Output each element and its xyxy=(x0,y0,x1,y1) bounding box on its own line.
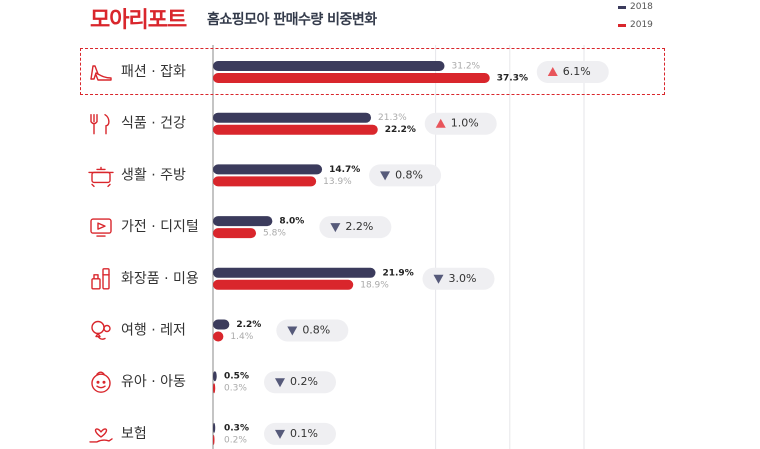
change-value: 3.0% xyxy=(448,272,476,285)
change-value: 0.2% xyxy=(290,375,318,388)
down-arrow-icon xyxy=(275,378,285,388)
value-label-2018: 21.3% xyxy=(378,113,407,123)
bar-2019 xyxy=(213,124,378,135)
down-arrow-icon xyxy=(275,429,285,439)
change-badge xyxy=(319,216,392,239)
value-label-2019: 0.2% xyxy=(224,435,247,445)
down-arrow-icon xyxy=(433,274,444,284)
change-badge xyxy=(264,422,336,445)
change-value: 6.1% xyxy=(563,65,591,78)
brand-title: 모아리포트 xyxy=(90,8,187,33)
bar-2019 xyxy=(213,279,354,290)
baby-face-icon xyxy=(91,371,111,393)
change-value: 2.2% xyxy=(345,220,373,233)
category-label: 가전 · 디지털 xyxy=(121,219,199,235)
bar-2018 xyxy=(213,371,217,382)
category-label: 여행 · 레저 xyxy=(121,323,186,339)
value-label-2018: 2.2% xyxy=(236,320,261,330)
high-heel-icon xyxy=(90,65,112,81)
change-badge xyxy=(424,112,497,135)
value-label-2018: 31.2% xyxy=(452,62,481,72)
category-label: 보험 xyxy=(121,426,147,442)
bar-2019 xyxy=(213,434,215,445)
category-label: 식품 · 건강 xyxy=(121,116,186,132)
bar-2019 xyxy=(213,73,490,83)
category-label: 화장품 · 미용 xyxy=(121,271,199,287)
legend-label-2019: 2019 xyxy=(630,20,653,30)
bar-2019 xyxy=(213,383,216,394)
cooking-pot-icon xyxy=(88,166,114,188)
category-label: 패션 · 잡화 xyxy=(121,64,186,80)
value-label-2019: 13.9% xyxy=(323,177,352,187)
value-label-2018: 0.3% xyxy=(224,423,249,433)
bar-2018 xyxy=(213,422,216,433)
legend-item-2019: 2019 xyxy=(618,20,653,30)
bar-2019 xyxy=(213,176,317,187)
bar-2018 xyxy=(213,112,372,123)
value-label-2019: 37.3% xyxy=(497,74,528,84)
bar-2018 xyxy=(213,164,323,175)
value-label-2019: 22.2% xyxy=(385,125,416,135)
change-value: 0.8% xyxy=(395,168,423,181)
fork-knife-icon xyxy=(90,113,110,135)
cosmetics-icon xyxy=(91,268,110,290)
value-label-2018: 0.5% xyxy=(224,372,249,382)
value-label-2018: 21.9% xyxy=(382,268,413,278)
legend-label-2018: 2018 xyxy=(630,2,653,12)
change-value: 1.0% xyxy=(451,117,479,130)
tv-play-icon xyxy=(90,218,112,237)
up-arrow-icon xyxy=(435,118,446,128)
bar-2018 xyxy=(213,319,230,330)
change-badge xyxy=(369,164,442,187)
down-arrow-icon xyxy=(330,223,341,233)
legend-swatch-2018 xyxy=(618,5,626,9)
legend-swatch-2019 xyxy=(618,23,626,27)
up-arrow-icon xyxy=(547,67,558,76)
balloon-icon xyxy=(91,320,111,340)
hand-heart-icon xyxy=(89,428,113,443)
down-arrow-icon xyxy=(287,326,298,336)
category-label: 유아 · 아동 xyxy=(121,374,186,390)
value-label-2019: 1.4% xyxy=(230,332,253,342)
bar-2018 xyxy=(213,61,445,71)
bar-2018 xyxy=(213,267,376,278)
value-label-2018: 14.7% xyxy=(329,165,360,175)
change-value: 0.8% xyxy=(302,324,330,337)
change-badge xyxy=(536,61,609,83)
chart-subtitle: 홈쇼핑모아 판매수량 비중변화 xyxy=(207,12,377,28)
value-label-2019: 18.9% xyxy=(360,280,389,290)
change-value: 0.1% xyxy=(290,427,318,440)
legend-item-2018: 2018 xyxy=(618,2,653,12)
bar-2019 xyxy=(213,331,224,342)
value-label-2019: 5.8% xyxy=(263,229,286,239)
change-badge xyxy=(264,371,336,394)
change-badge xyxy=(422,267,495,290)
value-label-2019: 0.3% xyxy=(224,384,247,394)
category-label: 생활 · 주방 xyxy=(121,167,186,183)
bar-2018 xyxy=(213,216,273,227)
down-arrow-icon xyxy=(380,171,391,181)
value-label-2018: 8.0% xyxy=(279,217,304,227)
bar-2019 xyxy=(213,228,257,239)
change-badge xyxy=(276,319,349,342)
highlight-box xyxy=(80,48,665,95)
